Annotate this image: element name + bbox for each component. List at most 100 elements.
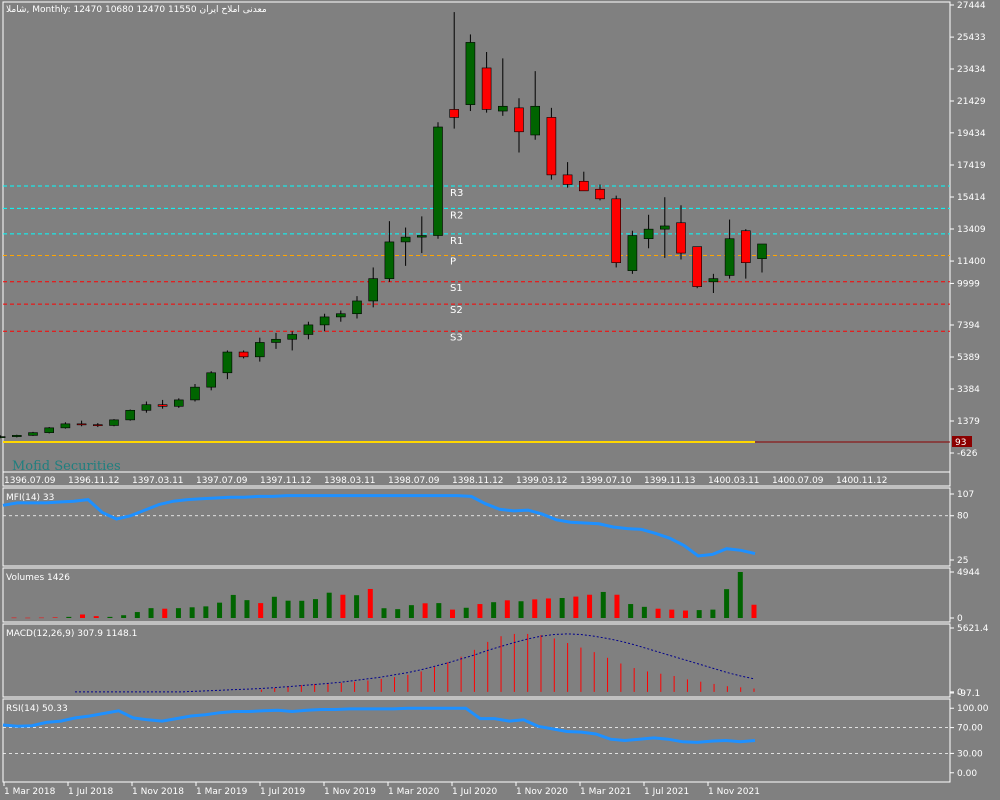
volume-bar — [80, 614, 86, 618]
candle — [449, 12, 460, 129]
volume-bar — [669, 609, 675, 618]
volume-bar — [518, 601, 524, 618]
volume-bar — [628, 604, 634, 618]
candle — [93, 423, 103, 428]
candle — [433, 122, 443, 239]
y-tick-label: 80 — [957, 512, 969, 522]
candle — [692, 246, 703, 289]
candle-body — [384, 241, 395, 279]
candle-body — [206, 372, 216, 388]
volume-bar — [203, 606, 209, 618]
candle — [141, 401, 152, 413]
price-panel[interactable]: 27444 25433 23434 21429 19434 17419 15414 13409… — [0, 1, 986, 487]
candle-body — [238, 351, 249, 358]
candle-body — [627, 235, 638, 271]
y-tick-label: 4944 — [957, 568, 980, 578]
candle-body — [530, 105, 541, 136]
volume-bar — [271, 596, 277, 618]
candle-body — [12, 435, 22, 437]
volume-bar — [751, 604, 757, 618]
price-y-tick-label: 23434 — [957, 65, 986, 75]
candle — [44, 427, 55, 434]
price-y-tick-label: 7394 — [957, 321, 980, 331]
candle — [514, 98, 524, 153]
pivot-label-S3: S3 — [450, 332, 463, 343]
candle-body — [611, 198, 622, 263]
candle — [109, 419, 119, 427]
candle — [238, 350, 249, 359]
macd-title: MACD(12,26,9) 307.9 1148.1 — [6, 629, 137, 639]
price-x-tick-label: 1399.03.12 — [516, 476, 568, 486]
candle-body — [109, 419, 119, 426]
pivot-label-R1: R1 — [450, 236, 463, 247]
price-x-tick-label: 1400.11.12 — [836, 476, 888, 486]
y-tick-label: 0 — [957, 614, 963, 624]
x-tick-label: 1 Mar 2019 — [196, 787, 248, 797]
candle-body — [303, 324, 314, 335]
candle-body — [740, 230, 751, 263]
candle — [0, 435, 6, 439]
candle — [578, 171, 589, 192]
candle — [546, 107, 557, 180]
price-y-tick-label: 13409 — [957, 225, 986, 235]
volume-bar — [696, 610, 702, 618]
volume-level-badge — [952, 436, 972, 447]
volume-bar — [175, 608, 181, 618]
price-y-tick-label: 1379 — [957, 417, 980, 427]
volume-level-label: 93 — [955, 438, 966, 448]
volume-bar — [299, 600, 305, 618]
candle — [287, 331, 298, 351]
volume-bar — [312, 599, 318, 618]
x-tick-label: 1 Mar 2020 — [388, 787, 440, 797]
y-tick-label: 0.00 — [957, 769, 977, 779]
volume-panel[interactable]: Volumes 1426 4944 0 — [2, 567, 980, 624]
panel-frame — [2, 1, 951, 487]
g-rsi-line — [2, 706, 756, 744]
candle — [400, 227, 411, 266]
g-rsi-title: RSI(14) 50.33 — [6, 704, 68, 714]
volume-bar — [737, 572, 743, 618]
candle — [174, 398, 184, 408]
candle — [757, 243, 767, 273]
candle — [255, 337, 265, 362]
candle — [222, 350, 233, 380]
price-x-tick-label: 1400.07.09 — [772, 476, 824, 486]
candle — [611, 195, 622, 268]
price-x-tick-label: 1399.07.10 — [580, 476, 632, 486]
candle-body — [287, 334, 298, 340]
mfi-panel[interactable]: MFI(14) 33 107 80 25 — [2, 487, 974, 567]
candle — [416, 216, 427, 254]
candle-body — [659, 225, 670, 230]
volume-bar — [230, 594, 236, 618]
candle — [368, 267, 379, 308]
panel-frame — [2, 698, 951, 783]
price-y-tick-label: 15414 — [957, 193, 986, 203]
candle — [708, 273, 719, 293]
candle — [530, 71, 541, 140]
candle-body — [157, 404, 168, 407]
volume-bar — [107, 616, 113, 618]
rsi-panel[interactable]: RSI(14) 50.33 100.00 70.00 30.00 0.00 — [2, 698, 989, 783]
price-x-tick-label: 1398.07.09 — [388, 476, 440, 486]
candle — [76, 420, 87, 427]
candle — [740, 229, 751, 279]
candle — [465, 34, 476, 112]
candle-body — [546, 117, 557, 176]
symbol-info: شاملا, Monthly: 12470 10680 12470 11550 … — [6, 5, 267, 15]
y-tick-label: 5621.4 — [957, 624, 989, 634]
candle-body — [514, 107, 524, 133]
x-tick-label: 1 Jul 2019 — [260, 787, 305, 797]
candle — [60, 422, 71, 429]
candle-body — [643, 228, 654, 240]
volume-bar — [148, 608, 154, 618]
price-y-tick-label: 27444 — [957, 1, 986, 11]
candle-body — [76, 423, 87, 426]
macd-panel[interactable]: MACD(12,26,9) 307.9 1148.1 5621.4 0-97.1 — [2, 623, 989, 699]
watermark: Mofid Securities — [12, 459, 121, 474]
candle-body — [141, 404, 152, 411]
price-x-tick-label: 1396.11.12 — [68, 476, 120, 486]
volume-bar — [340, 594, 346, 618]
volume-bar — [463, 607, 469, 618]
